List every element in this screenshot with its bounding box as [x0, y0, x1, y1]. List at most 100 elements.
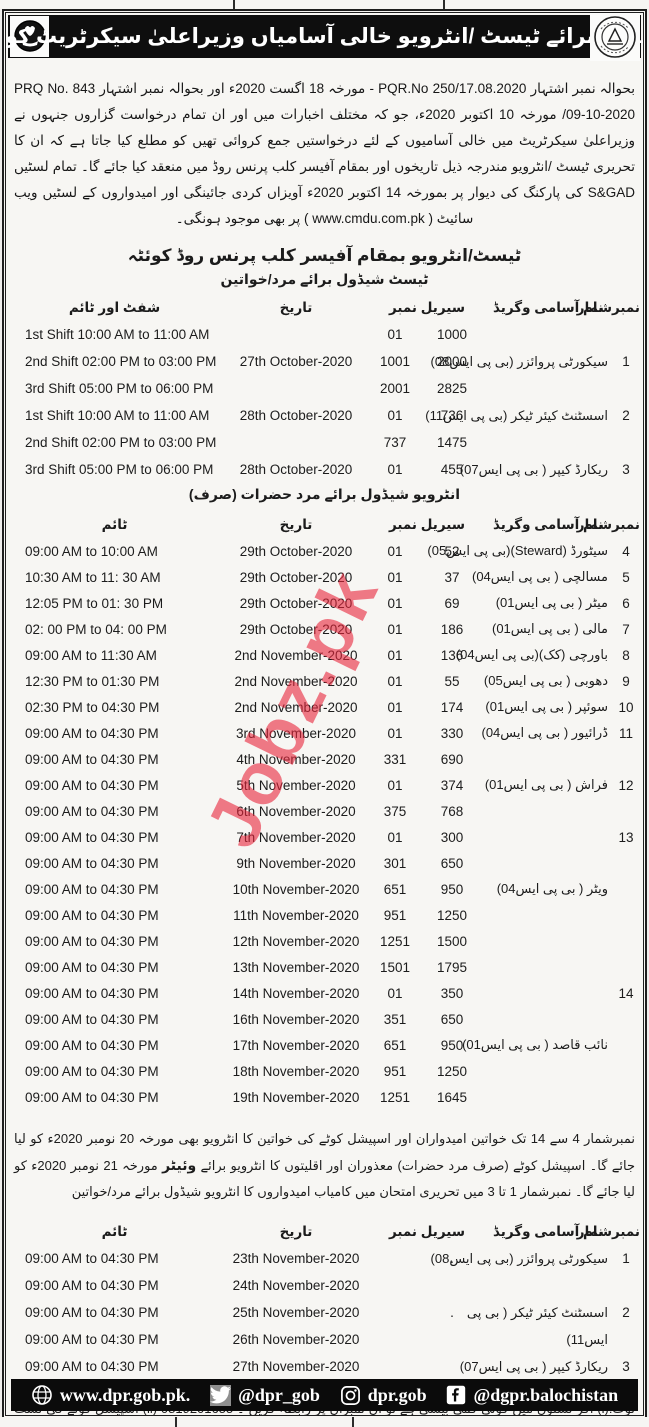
row-number-cell: 3 — [622, 462, 630, 477]
instagram-link[interactable]: dpr.gob — [340, 1385, 427, 1406]
twitter-handle: @dpr_gob — [238, 1384, 320, 1405]
mid-paragraph-bold-word: وئیٹر — [162, 1157, 197, 1173]
date-cell: 24th November-2020 — [232, 1278, 360, 1293]
serial-from-cell: 737 — [383, 435, 407, 450]
post-name-cell: مالی ( بی پی ایس01) — [491, 621, 608, 636]
shift-time-cell: 09:00 AM to 04:30 PM — [25, 933, 159, 949]
serial-from-cell: 1501 — [379, 959, 411, 975]
schedule2-heading: انٹرویو شیڈول برائے مرد حضرات (صرف) — [188, 486, 461, 502]
ad-title: اشتہار برائے ٹیسٹ /انٹرویو خالی آسامیاں … — [5, 25, 644, 48]
date-cell: 3rd November-2020 — [235, 725, 357, 741]
date-cell: 12th November-2020 — [232, 933, 360, 949]
table-row: 09:00 AM to 04:30 PM 13th November-2020 15… — [7, 954, 642, 980]
advertisement-frame: اشتہار برائے ٹیسٹ /انٹرویو خالی آسامیاں … — [2, 9, 647, 1419]
table-row: 1st Shift 10:00 AM to 11:00 AM 28th Octob… — [7, 402, 642, 429]
serial-from-cell: 351 — [383, 1011, 407, 1027]
serial-to-cell: 136 — [440, 647, 464, 663]
shift-time-cell: 09:00 AM to 04:30 PM — [25, 959, 159, 975]
serial-from-cell: 01 — [387, 462, 403, 477]
serial-to-cell: 455 — [440, 462, 464, 477]
date-cell: 11th November-2020 — [233, 907, 359, 923]
table-row: 2nd Shift 02:00 PM to 03:00 PM 27th Octob… — [7, 348, 642, 375]
table3-header: ٹائم تاریخ سیریل نمبر نام آسامی وگریڈ نم… — [7, 1218, 642, 1245]
table-row: 09:00 AM to 04:30 PM 3rd November-2020 01 3… — [7, 720, 642, 746]
date-cell: 10th November-2020 — [232, 881, 360, 897]
twitter-link[interactable]: @dpr_gob — [210, 1384, 320, 1406]
serial-from-cell: 2001 — [379, 381, 411, 396]
serial-to-cell: 69 — [444, 595, 460, 611]
facebook-link[interactable]: @dgpr.balochistan — [446, 1385, 618, 1406]
instagram-icon — [340, 1385, 360, 1405]
shift-time-cell: 09:00 AM to 04:30 PM — [25, 829, 159, 845]
twitter-icon — [210, 1384, 232, 1406]
serial-to-cell: 52 — [444, 543, 460, 559]
serial-from-cell: 1001 — [379, 354, 411, 369]
table-row: 09:00 AM to 04:30 PM 18th November-2020 95… — [7, 1058, 642, 1084]
website-link[interactable]: www.dpr.gob.pk. — [31, 1384, 190, 1406]
row-number-cell: 1 — [622, 354, 630, 369]
shift-time-cell: 09:00 AM to 04:30 PM — [25, 777, 159, 793]
table2-header: ٹائم تاریخ سیریل نمبر نام آسامی وگریڈ نم… — [7, 511, 642, 538]
date-cell: 27th November-2020 — [232, 1359, 360, 1374]
date-cell: 6th November-2020 — [236, 803, 356, 819]
newspaper-bottom-strip — [0, 1417, 649, 1427]
serial-to-cell: 300 — [440, 829, 464, 845]
post-name-cell: نائب قاصد ( بی پی ایس01) — [462, 1037, 608, 1052]
date-cell: 2nd November-2020 — [234, 673, 358, 689]
serial-from-cell: 331 — [383, 751, 407, 767]
serial-to-cell: 1250 — [436, 1063, 468, 1079]
serial-to-cell: 690 — [440, 751, 464, 767]
serial-from-cell: 951 — [383, 907, 407, 923]
col-serial: سیریل نمبر — [388, 299, 466, 315]
serial-to-cell: 37 — [444, 569, 460, 585]
date-cell: 5th November-2020 — [236, 777, 356, 793]
col-date: تاریخ — [279, 299, 313, 315]
serial-to-cell: 186 — [440, 621, 464, 637]
col-date: تاریخ — [279, 516, 313, 532]
serial-from-cell: 01 — [387, 777, 403, 793]
serial-to-cell: 1475 — [436, 435, 468, 450]
table-row: 09:00 AM to 04:30 PM 9th November-2020 301… — [7, 850, 642, 876]
date-cell: 29th October-2020 — [239, 595, 353, 611]
table-row: 09:00 AM to 11:30 AM 2nd November-2020 01 1… — [7, 642, 642, 668]
post-name-cell: اسسٹنٹ کیئر ٹیکر ( بی پی — [466, 1304, 608, 1320]
date-cell: 29th October-2020 — [239, 543, 353, 559]
table-row: 09:00 AM to 04:30 PM 10th November-2020 65… — [7, 876, 642, 902]
serial-to-cell: 174 — [440, 699, 464, 715]
shift-time-cell: 2nd Shift 02:00 PM to 03:00 PM — [25, 354, 217, 369]
serial-from-cell: 01 — [387, 725, 403, 741]
col-serial: سیریل نمبر — [388, 1223, 466, 1239]
date-cell: 29th October-2020 — [239, 569, 353, 585]
globe-icon — [32, 1385, 52, 1405]
table-row: 09:00 AM to 04:30 PM 14th November-2020 01… — [7, 980, 642, 1006]
row-number-cell: 11 — [618, 725, 633, 741]
shift-time-cell: 09:00 AM to 04:30 PM — [25, 1063, 159, 1079]
row-number-cell: 3 — [622, 1359, 630, 1374]
shift-time-cell: 1st Shift 10:00 AM to 11:00 AM — [25, 408, 210, 423]
table-row: 09:00 AM to 04:30 PM 25th November-2020. ا… — [7, 1299, 642, 1326]
website-label: www.dpr.gob.pk. — [59, 1384, 191, 1405]
serial-from-cell: 651 — [383, 1037, 407, 1053]
schedule1-heading: ٹیسٹ شیڈول برائے مرد/خواتین — [220, 271, 429, 287]
shift-time-cell: 09:00 AM to 11:30 AM — [25, 647, 157, 663]
serial-to-cell: 650 — [440, 855, 464, 871]
post-name-cell: سیکورٹی پروائزر (بی پی ایس08) — [430, 1250, 609, 1266]
col-number: نمبرشمار — [576, 516, 640, 532]
serial-from-cell: 01 — [387, 595, 403, 611]
table-row: 09:00 AM to 04:30 PM 19th November-2020 12… — [7, 1084, 642, 1110]
serial-from-cell: 1251 — [379, 933, 411, 949]
shift-time-cell: 09:00 AM to 04:30 PM — [25, 881, 159, 897]
advertisement-body: اشتہار برائے ٹیسٹ /انٹرویو خالی آسامیاں … — [5, 12, 644, 1416]
mid-paragraph-part1: نمبرشمار 4 سے 14 تک خواتین امیدواران اور… — [14, 1131, 635, 1173]
row-number-cell: 13 — [618, 829, 634, 845]
post-name-cell: ویٹر ( بی پی ایس04) — [496, 881, 608, 896]
shift-time-cell: 3rd Shift 05:00 PM to 06:00 PM — [25, 381, 214, 396]
table-row: 09:00 AM to 04:30 PM 6th November-2020 375… — [7, 798, 642, 824]
row-number-cell: 6 — [622, 595, 630, 611]
table-row: 09:00 AM to 04:30 PM 12th November-2020 12… — [7, 928, 642, 954]
date-cell: 7th November-2020 — [236, 829, 356, 845]
col-post: نام آسامی وگریڈ — [492, 1223, 604, 1239]
date-cell: 23th November-2020 — [232, 1251, 360, 1266]
col-date: تاریخ — [279, 1223, 313, 1239]
date-cell: 17th November-2020 — [232, 1037, 360, 1053]
